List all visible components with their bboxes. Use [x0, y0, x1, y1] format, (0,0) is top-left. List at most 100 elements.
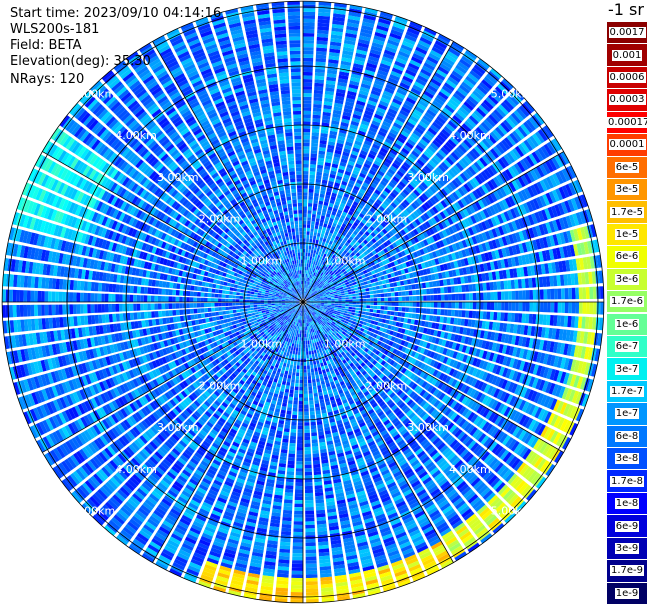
range-gate-cell	[407, 318, 412, 324]
range-gate-cell	[450, 167, 459, 176]
range-gate-cell	[329, 292, 334, 295]
range-gate-cell	[316, 304, 321, 306]
range-gate-cell	[420, 355, 426, 362]
range-gate-cell	[386, 246, 392, 252]
range-gate-cell	[479, 140, 489, 151]
range-gate-cell	[439, 355, 446, 363]
range-gate-cell	[345, 167, 353, 173]
range-gate-cell	[486, 194, 495, 204]
range-gate-cell	[481, 340, 487, 349]
range-gate-cell	[498, 141, 508, 153]
range-gate-cell	[325, 310, 330, 314]
range-gate-cell	[442, 56, 455, 66]
range-gate-cell	[409, 373, 416, 380]
range-gate-cell	[497, 403, 505, 414]
range-gate-cell	[443, 316, 448, 324]
range-gate-cell	[340, 327, 345, 331]
range-gate-cell	[429, 315, 434, 322]
range-gate-cell	[392, 189, 399, 196]
range-gate-cell	[389, 192, 397, 199]
range-gate-cell	[345, 306, 349, 309]
range-gate-cell	[360, 169, 368, 176]
range-gate-cell	[396, 136, 406, 144]
range-gate-cell	[321, 290, 326, 294]
range-gate-cell	[483, 292, 488, 301]
range-gate-cell	[566, 230, 573, 243]
range-gate-cell	[370, 279, 375, 283]
range-gate-cell	[569, 374, 577, 387]
range-gate-cell	[441, 220, 448, 229]
range-gate-cell	[524, 433, 533, 445]
range-gate-cell	[411, 56, 423, 65]
range-gate-cell	[389, 221, 396, 228]
range-gate-cell	[522, 202, 531, 214]
range-gate-cell	[455, 392, 463, 401]
range-gate-cell	[472, 177, 480, 187]
range-gate-cell	[468, 284, 473, 292]
range-gate-cell	[457, 335, 463, 343]
range-gate-cell	[322, 111, 331, 117]
range-gate-cell	[468, 134, 478, 144]
range-gate-cell	[483, 384, 491, 394]
range-gate-cell	[303, 29, 315, 34]
range-gate-cell	[311, 271, 315, 276]
range-gate-cell	[449, 73, 461, 83]
range-gate-cell	[323, 169, 330, 174]
range-gate-cell	[374, 113, 384, 121]
range-gate-cell	[491, 375, 498, 385]
range-gate-cell	[310, 302, 314, 303]
range-gate-cell	[343, 322, 348, 327]
range-gate-cell	[497, 378, 505, 388]
range-gate-cell	[310, 291, 313, 295]
range-gate-cell	[386, 184, 394, 191]
range-gate-cell	[319, 267, 323, 272]
range-gate-cell	[323, 295, 328, 298]
range-gate-cell	[330, 306, 335, 309]
range-gate-cell	[507, 381, 515, 392]
range-gate-cell	[528, 253, 534, 264]
range-gate-cell	[481, 395, 490, 405]
range-gate-cell	[303, 149, 310, 154]
range-gate-cell	[474, 379, 481, 389]
range-gate-cell	[342, 151, 350, 157]
range-gate-cell	[384, 174, 392, 181]
range-gate-cell	[354, 56, 366, 62]
range-gate-cell	[397, 327, 403, 333]
range-gate-cell	[388, 214, 395, 221]
range-gate-cell	[317, 207, 322, 212]
range-gate-cell	[380, 180, 388, 187]
range-gate-cell	[467, 216, 474, 226]
range-gate-cell	[303, 224, 307, 228]
range-gate-cell	[381, 212, 388, 219]
range-gate-cell	[393, 95, 404, 103]
range-gate-cell	[451, 342, 457, 350]
range-gate-cell	[327, 300, 332, 302]
range-gate-cell	[404, 369, 410, 376]
range-gate-cell	[350, 233, 356, 239]
range-gate-cell	[323, 296, 328, 299]
range-gate-cell	[500, 122, 511, 133]
range-gate-cell	[496, 431, 505, 442]
range-gate-cell	[480, 197, 489, 207]
range-gate-cell	[472, 310, 477, 319]
range-gate-cell	[343, 236, 349, 242]
range-gate-cell	[559, 246, 565, 259]
range-gate-cell	[337, 293, 342, 297]
range-gate-cell	[335, 267, 340, 271]
range-gate-cell	[419, 371, 426, 378]
range-gate-cell	[458, 406, 467, 415]
range-gate-cell	[328, 137, 336, 143]
range-gate-cell	[312, 118, 321, 123]
range-gate-cell	[307, 256, 310, 260]
range-gate-cell	[476, 212, 484, 221]
range-gate-cell	[428, 52, 441, 62]
range-gate-cell	[307, 340, 310, 345]
range-gate-cell	[560, 201, 569, 214]
range-gate-cell	[516, 107, 527, 120]
range-gate-cell	[418, 156, 428, 164]
range-gate-cell	[447, 76, 459, 86]
range-gate-cell	[303, 160, 309, 165]
range-gate-cell	[309, 303, 314, 305]
range-gate-cell	[391, 342, 397, 348]
range-gate-cell	[369, 290, 374, 295]
